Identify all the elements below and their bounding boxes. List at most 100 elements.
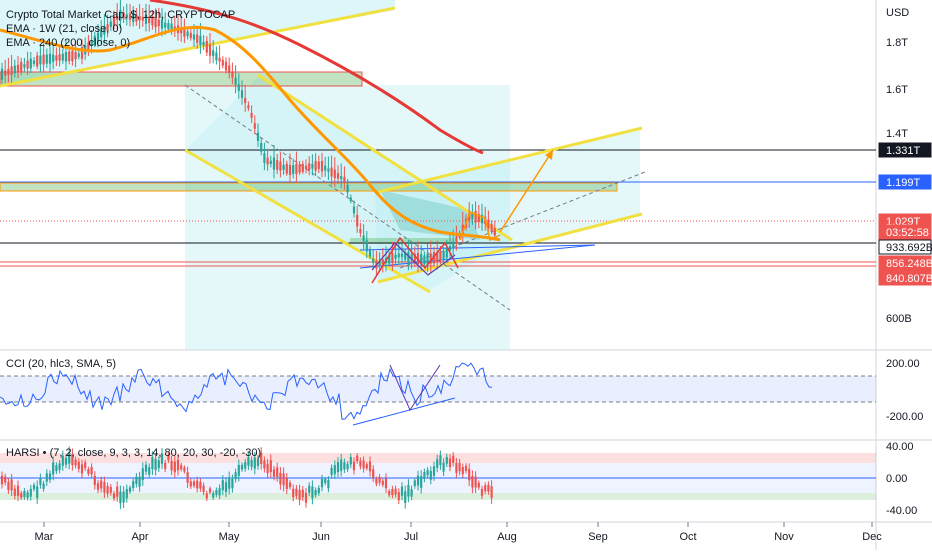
candle-body bbox=[314, 160, 317, 171]
candle-body bbox=[356, 214, 359, 227]
candle-body bbox=[346, 184, 349, 193]
harsi-candle bbox=[282, 473, 285, 486]
harsi-candle bbox=[458, 462, 461, 472]
cci-drawing bbox=[389, 364, 441, 412]
candle-body bbox=[151, 16, 154, 26]
harsi-candle bbox=[349, 457, 352, 465]
harsi-candle bbox=[192, 481, 196, 486]
price-badge bbox=[878, 224, 932, 240]
candle-body bbox=[461, 224, 464, 235]
wave-orange bbox=[459, 211, 501, 242]
harsi-candle bbox=[474, 476, 477, 488]
cci-axis-tick: 200.00 bbox=[886, 358, 920, 370]
cci-axis-tick: -200.00 bbox=[886, 411, 923, 423]
chart-title: Crypto Total Market Cap, $, 12h, CRYPTOC… bbox=[6, 9, 236, 21]
harsi-candle bbox=[84, 462, 87, 469]
candle-body bbox=[298, 164, 301, 173]
harsi-candle bbox=[7, 481, 10, 490]
harsi-candle bbox=[132, 481, 135, 488]
harsi-candle bbox=[71, 453, 74, 466]
candle-body bbox=[391, 253, 394, 263]
harsi-candle bbox=[413, 480, 416, 487]
candle-body bbox=[471, 212, 474, 220]
zigzag-red bbox=[371, 236, 459, 284]
candle-body bbox=[109, 21, 112, 27]
harsi-candle bbox=[336, 462, 340, 473]
candle-body bbox=[208, 44, 212, 56]
projection-arrow bbox=[499, 149, 554, 233]
harsi-candle bbox=[426, 469, 429, 476]
candle-body bbox=[480, 214, 484, 224]
harsi-candle bbox=[445, 457, 448, 464]
harsi-candle bbox=[122, 491, 125, 503]
harsi-candle bbox=[26, 492, 29, 498]
harsi-candle bbox=[375, 478, 378, 484]
candle-body bbox=[378, 261, 381, 266]
harsi-candle bbox=[352, 461, 356, 471]
candle-body bbox=[202, 41, 205, 46]
time-axis-label: Mar bbox=[35, 531, 54, 543]
candle-body bbox=[400, 253, 404, 258]
harsi-candle bbox=[45, 473, 48, 482]
candle-body bbox=[327, 168, 330, 172]
candle-body bbox=[244, 97, 247, 104]
harsi-candle bbox=[16, 485, 20, 496]
candle-body bbox=[445, 247, 448, 258]
price-axis-currency: USD bbox=[886, 7, 909, 19]
candle-body bbox=[68, 51, 71, 62]
harsi-candle bbox=[215, 489, 218, 495]
harsi-candle bbox=[400, 486, 404, 496]
candle-body bbox=[183, 27, 186, 37]
candle-body bbox=[468, 213, 471, 221]
candle-body bbox=[215, 52, 218, 61]
harsi-candle bbox=[420, 476, 423, 488]
candle-body bbox=[189, 32, 192, 38]
harsi-candle bbox=[346, 463, 349, 470]
harsi-candle bbox=[298, 489, 301, 501]
harsi-candle bbox=[423, 472, 426, 479]
price-badge-label: 840.807B bbox=[886, 273, 932, 285]
candle-body bbox=[493, 228, 496, 236]
price-badge-label: 856.248B bbox=[886, 258, 932, 270]
harsi-candle bbox=[487, 484, 490, 492]
harsi-candle bbox=[128, 487, 132, 492]
price-axis-tick: 1.4T bbox=[886, 128, 908, 140]
harsi-candle bbox=[96, 483, 100, 490]
candle-body bbox=[410, 254, 413, 261]
candle-body bbox=[45, 54, 48, 64]
candle-body bbox=[224, 61, 228, 71]
candle-body bbox=[477, 213, 480, 222]
candle-body bbox=[308, 163, 311, 171]
candle-body bbox=[141, 16, 144, 21]
harsi-candle bbox=[343, 462, 346, 470]
candle-body bbox=[285, 163, 288, 174]
harsi-axis-tick: 40.00 bbox=[886, 441, 914, 453]
harsi-candle bbox=[359, 460, 362, 467]
time-axis-label: Apr bbox=[131, 531, 148, 543]
candle-body bbox=[154, 16, 157, 28]
candle-body bbox=[320, 160, 324, 172]
candle-body bbox=[52, 54, 55, 62]
candle-body bbox=[87, 42, 90, 51]
harsi-candle bbox=[301, 489, 304, 498]
harsi-candle bbox=[205, 493, 208, 499]
price-badge-label: 1.199T bbox=[886, 177, 921, 189]
shade-box-main bbox=[185, 85, 510, 350]
candle-body bbox=[282, 165, 285, 170]
harsi-candle bbox=[4, 476, 7, 483]
harsi-candle bbox=[253, 457, 256, 469]
price-badge-label: 03:52:58 bbox=[886, 227, 929, 239]
harsi-candle bbox=[240, 464, 244, 470]
harsi-candle bbox=[288, 482, 292, 488]
harsi-candle bbox=[279, 472, 282, 485]
harsi-candle bbox=[221, 480, 224, 491]
harsi-candle bbox=[138, 476, 141, 487]
harsi-candle bbox=[285, 478, 288, 489]
time-axis-label: Sep bbox=[588, 531, 608, 543]
harsi-candle bbox=[202, 485, 205, 493]
candle-body bbox=[442, 250, 445, 261]
candle-body bbox=[199, 35, 202, 46]
harsi-candle bbox=[362, 460, 365, 469]
harsi-candle bbox=[263, 460, 266, 469]
